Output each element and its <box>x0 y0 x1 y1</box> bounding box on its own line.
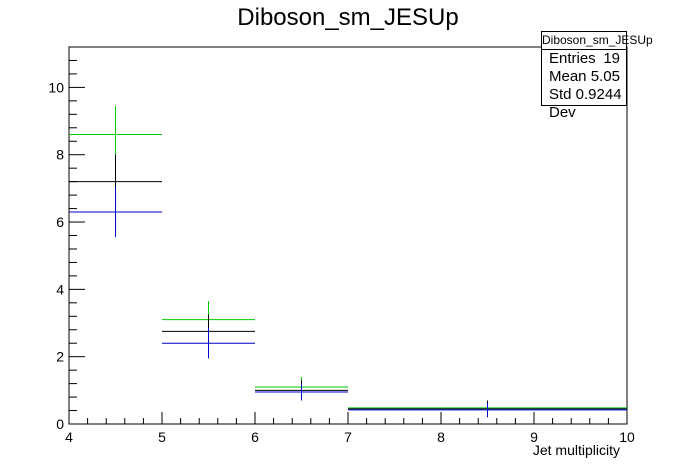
x-axis-label: Jet multiplicity <box>532 442 620 458</box>
stats-value: 0.9244 <box>575 86 622 103</box>
x-tick-label: 10 <box>619 429 635 445</box>
stats-value: 5.05 <box>590 68 620 85</box>
y-tick-label: 8 <box>56 147 64 163</box>
y-tick-label: 0 <box>56 416 64 432</box>
y-tick-label: 4 <box>56 281 64 297</box>
stats-label: Entries <box>549 50 596 67</box>
x-tick-label: 8 <box>437 429 445 445</box>
stats-row-entries: Entries 19 <box>542 50 626 68</box>
y-tick-label: 2 <box>56 349 64 365</box>
stats-label: Mean <box>549 68 587 85</box>
x-tick-label: 4 <box>65 429 73 445</box>
stats-box: Diboson_sm_JESUp Entries 19 Mean 5.05 St… <box>541 31 653 121</box>
stats-value: 19 <box>603 50 620 67</box>
stats-row-mean: Mean 5.05 <box>542 68 626 86</box>
x-tick-label: 6 <box>251 429 259 445</box>
stats-box-title: Diboson_sm_JESUp <box>542 32 653 50</box>
x-tick-label: 7 <box>344 429 352 445</box>
x-tick-label: 9 <box>530 429 538 445</box>
x-tick-label: 5 <box>158 429 166 445</box>
y-tick-label: 6 <box>56 214 64 230</box>
stats-label: Std Dev <box>549 86 576 121</box>
stats-row-stddev: Std Dev 0.9244 <box>542 86 626 122</box>
y-tick-label: 10 <box>48 79 64 95</box>
chart-title: Diboson_sm_JESUp <box>237 4 459 31</box>
